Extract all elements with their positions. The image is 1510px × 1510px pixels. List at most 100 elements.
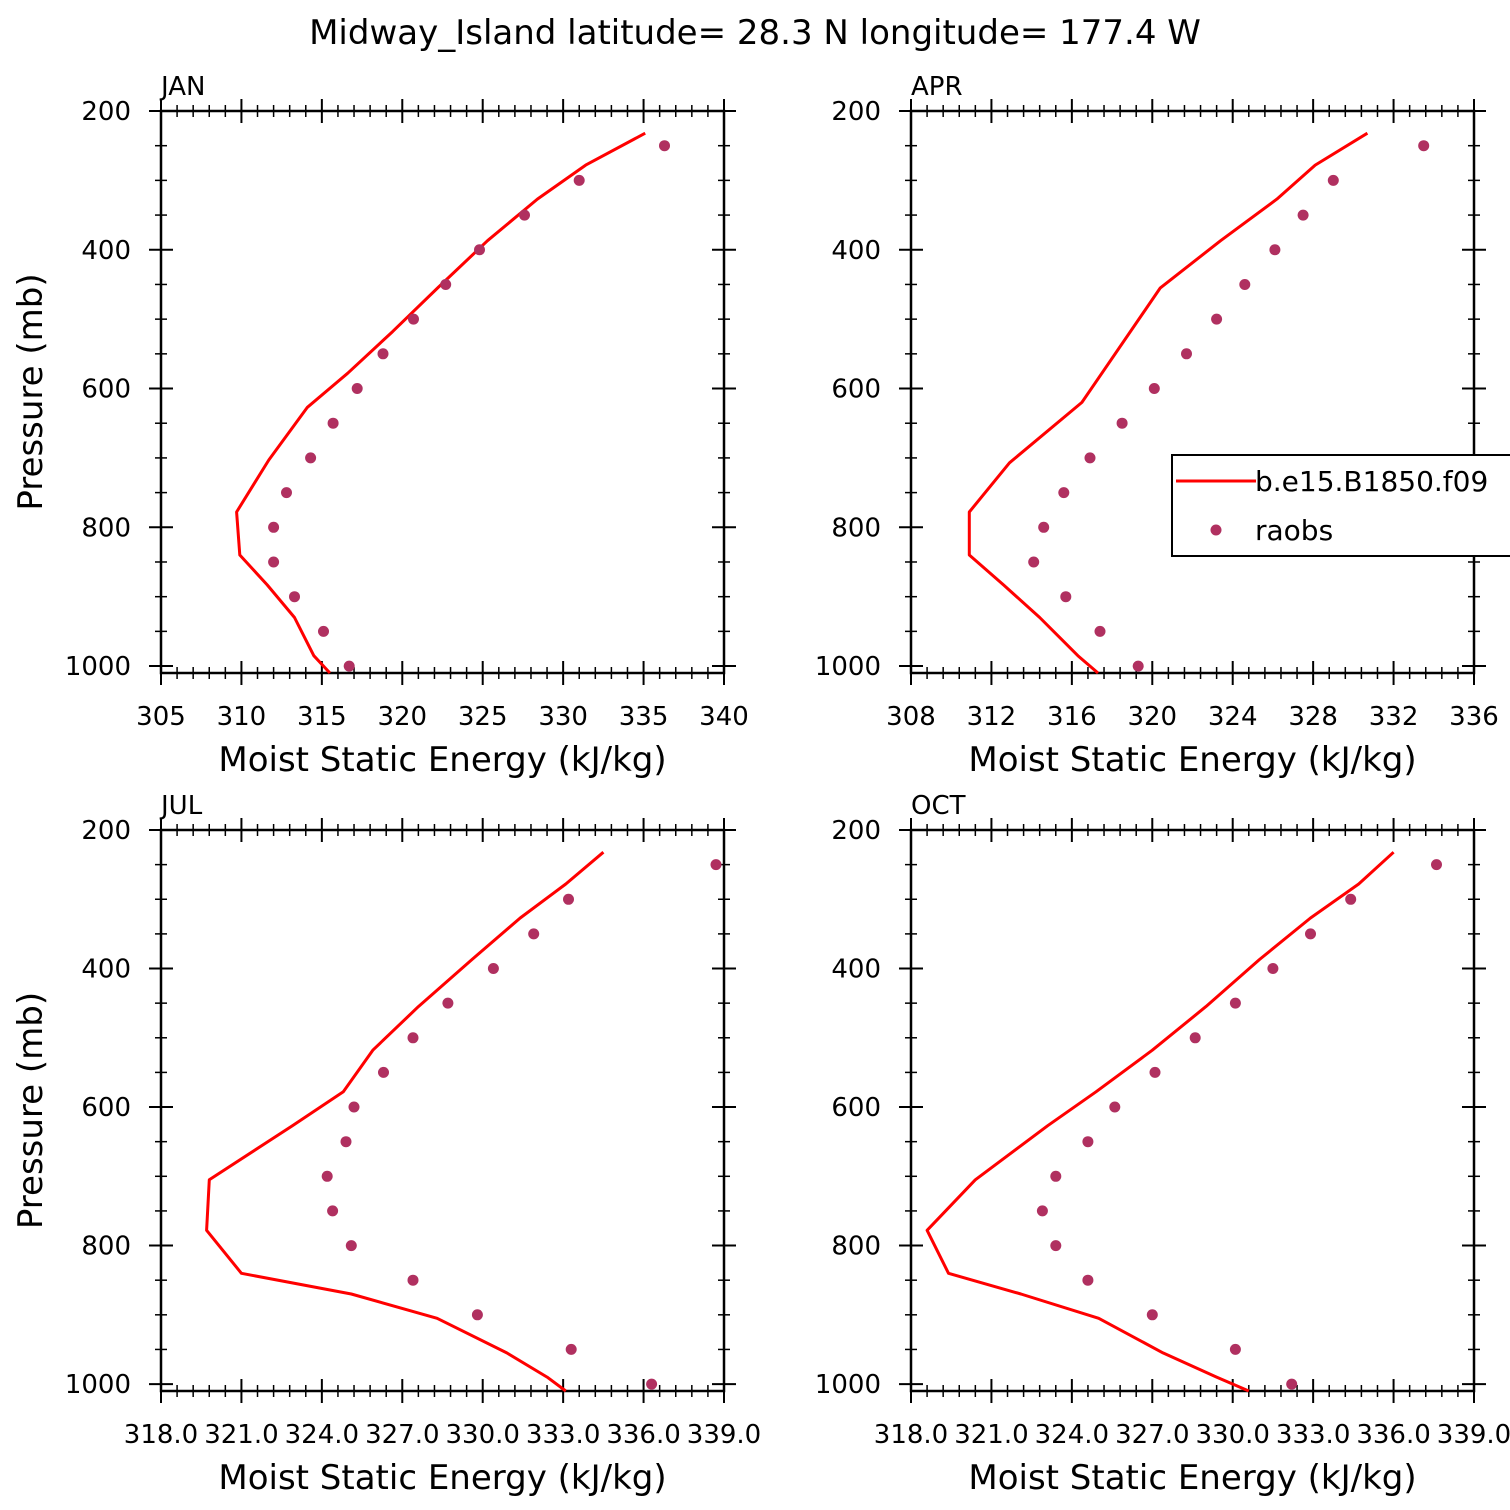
- x-tick-label: 328: [1288, 702, 1338, 732]
- raobs-point: [1229, 997, 1241, 1009]
- panel-label: JAN: [159, 72, 205, 102]
- y-axis-title: Pressure (mb): [11, 992, 51, 1229]
- raobs-point: [378, 1066, 389, 1078]
- raobs-point: [268, 521, 280, 533]
- raobs-point: [351, 383, 363, 394]
- raobs-point: [1431, 859, 1442, 871]
- x-axis-title: Moist Static Energy (kJ/kg): [968, 1458, 1416, 1498]
- raobs-point: [1297, 209, 1309, 221]
- raobs-point: [318, 625, 329, 637]
- x-axis-title: Moist Static Energy (kJ/kg): [218, 1458, 666, 1498]
- chart-panel-oct: OCT 318.0 321.0 324.0 327.0 330.0 333.0 336.0 33…: [815, 791, 1510, 1498]
- x-tick-label: 312: [967, 702, 1017, 732]
- legend-obs-marker: [1210, 524, 1222, 536]
- raobs-point: [1028, 556, 1040, 568]
- y-tick-label: 200: [831, 97, 881, 127]
- x-tick-label: 324.0: [1035, 1420, 1109, 1450]
- raobs-point: [281, 487, 292, 499]
- x-tick-label: 318.0: [124, 1420, 198, 1450]
- series-line-model: [925, 851, 1395, 1393]
- x-tick-label: 324.0: [285, 1420, 359, 1450]
- plot-frame: [909, 828, 1476, 1393]
- x-tick-label: 330: [538, 702, 588, 732]
- raobs-point: [1148, 383, 1160, 394]
- chart-panel-jul: JUL 318.0 321.0 324.0 327.0 330.0 333.0 336.0 33…: [11, 791, 761, 1498]
- raobs-point: [474, 244, 485, 256]
- raobs-point: [407, 1274, 419, 1286]
- y-tick-label: 1000: [815, 1370, 881, 1400]
- y-tick-label: 600: [831, 375, 881, 405]
- raobs-point: [528, 928, 540, 940]
- raobs-point: [1327, 174, 1339, 186]
- panel-label: OCT: [911, 791, 966, 821]
- raobs-point: [1050, 1240, 1062, 1252]
- raobs-point: [1286, 1378, 1298, 1390]
- raobs-point: [1149, 1066, 1161, 1078]
- x-tick-label: 321.0: [204, 1420, 278, 1450]
- raobs-point: [408, 313, 419, 325]
- y-tick-label: 400: [81, 955, 131, 985]
- legend-obs-label: raobs: [1255, 514, 1333, 547]
- chart-panels: JAN 305 310 315 320 325 330 335 340 200 400 600 800 1…: [11, 72, 1510, 1498]
- chart-panel-jan: JAN 305 310 315 320 325 330 335 340 200 400 600 800 1…: [11, 72, 749, 780]
- y-tick-label: 800: [81, 1232, 131, 1262]
- raobs-point: [1116, 417, 1128, 429]
- x-tick-label: 321.0: [954, 1420, 1028, 1450]
- x-tick-label: 310: [217, 702, 267, 732]
- raobs-point: [1082, 1136, 1094, 1148]
- raobs-point: [1146, 1309, 1158, 1321]
- raobs-point: [1109, 1101, 1121, 1113]
- x-tick-label: 327.0: [365, 1420, 439, 1450]
- raobs-point: [710, 859, 722, 871]
- x-tick-label: 336: [1449, 702, 1499, 732]
- raobs-point: [1181, 348, 1192, 360]
- figure-title: Midway_Island latitude= 28.3 N longitude…: [309, 13, 1201, 53]
- x-tick-label: 332: [1369, 702, 1419, 732]
- plot-frame: [159, 828, 726, 1393]
- panel-label: JUL: [159, 791, 203, 821]
- x-tick-label: 324: [1208, 702, 1258, 732]
- raobs-point: [1132, 660, 1144, 672]
- y-axis-title: Pressure (mb): [11, 273, 51, 510]
- raobs-point: [340, 1136, 352, 1148]
- raobs-point: [573, 174, 585, 186]
- raobs-point: [1229, 1343, 1241, 1355]
- raobs-point: [1211, 313, 1223, 325]
- legend-model-label: b.e15.B1850.f09: [1255, 465, 1488, 498]
- y-tick-label: 400: [831, 236, 881, 266]
- x-tick-label: 315: [297, 702, 347, 732]
- x-tick-label: 330.0: [445, 1420, 519, 1450]
- raobs-point: [1345, 893, 1357, 905]
- raobs-point: [1036, 1205, 1048, 1217]
- x-tick-label: 335: [619, 702, 669, 732]
- y-tick-label: 200: [81, 97, 131, 127]
- y-tick-label: 1000: [65, 1370, 131, 1400]
- series-line-model: [205, 851, 605, 1393]
- raobs-point: [471, 1309, 483, 1321]
- raobs-point: [327, 417, 339, 429]
- x-tick-label: 316: [1047, 702, 1097, 732]
- x-tick-label: 336.0: [1356, 1420, 1430, 1450]
- x-tick-label: 318.0: [874, 1420, 948, 1450]
- y-tick-label: 600: [831, 1093, 881, 1123]
- y-tick-label: 400: [81, 236, 131, 266]
- x-tick-label: 340: [699, 702, 749, 732]
- x-tick-label: 320: [377, 702, 427, 732]
- raobs-point: [1060, 591, 1072, 603]
- x-tick-label: 333.0: [526, 1420, 600, 1450]
- raobs-point: [1269, 244, 1281, 256]
- raobs-point: [348, 1101, 360, 1113]
- raobs-point: [659, 140, 670, 152]
- chart-panel-apr: APR 308 312 316 320 324 328 332 336 200 400 600 800 1…: [815, 72, 1499, 780]
- plot-frame: [159, 109, 726, 675]
- x-axis-title: Moist Static Energy (kJ/kg): [968, 740, 1416, 780]
- x-tick-label: 339.0: [1437, 1420, 1510, 1450]
- x-tick-label: 308: [886, 702, 936, 732]
- raobs-point: [487, 963, 499, 974]
- x-tick-label: 336.0: [606, 1420, 680, 1450]
- y-tick-label: 200: [81, 816, 131, 846]
- raobs-point: [343, 660, 355, 672]
- panel-label: APR: [911, 72, 963, 102]
- raobs-point: [1239, 279, 1251, 290]
